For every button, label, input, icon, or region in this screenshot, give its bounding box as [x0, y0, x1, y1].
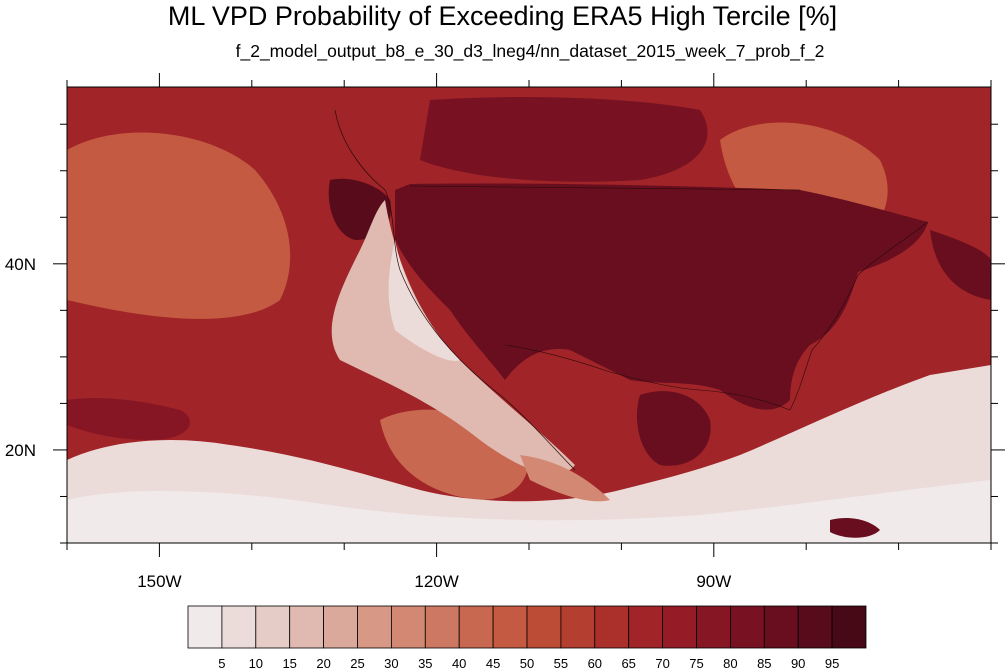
gulf-high-probability [636, 391, 711, 466]
colorbar-label: 25 [350, 656, 364, 671]
colorbar-swatch [730, 605, 765, 649]
map-title: ML VPD Probability of Exceeding ERA5 Hig… [167, 1, 838, 31]
colorbar-label: 70 [655, 656, 669, 671]
colorbar-swatch [221, 605, 257, 649]
probability-field [67, 87, 991, 543]
colorbar-label: 10 [249, 656, 263, 671]
colorbar-label: 55 [554, 656, 568, 671]
tropical-low-probability [67, 365, 991, 543]
conus-high-probability [395, 183, 928, 410]
canada-high-probability [420, 97, 708, 182]
colorbar-swatch [458, 605, 494, 649]
colorbar-swatch [526, 605, 562, 649]
colorbar: 5 10 15 20 25 30 35 40 45 50 55 60 65 70 75 80 85 90 95 [187, 605, 867, 671]
colorbar-swatch [763, 605, 799, 649]
colorbar-label: 90 [791, 656, 805, 671]
colorbar-label: 65 [621, 656, 635, 671]
colorbar-swatch [357, 605, 392, 649]
colorbar-label: 60 [588, 656, 602, 671]
gulf-coastline [504, 344, 791, 411]
colorbar-label: 15 [282, 656, 296, 671]
west-coastline [334, 109, 576, 471]
map-ticks [53, 73, 1005, 557]
colorbar-label: 75 [689, 656, 703, 671]
tropical-lowest-probability [67, 480, 991, 543]
colorbar-swatch [696, 605, 731, 649]
colorbar-swatch [323, 605, 358, 649]
colorbar-swatch [289, 605, 325, 649]
lat-tick-label: 40N [5, 255, 36, 274]
colorbar-swatch [560, 605, 596, 649]
colorbar-label: 30 [384, 656, 398, 671]
colorbar-swatch [628, 605, 664, 649]
colorbar-label: 80 [723, 656, 737, 671]
lat-tick-label: 20N [5, 441, 36, 460]
map-subtitle: f_2_model_output_b8_e_30_d3_lneg4/nn_dat… [235, 41, 825, 61]
colorbar-label: 50 [520, 656, 534, 671]
colorbar-label: 45 [486, 656, 500, 671]
caribbean-high-patch [830, 518, 880, 538]
colorbar-label: 35 [418, 656, 432, 671]
east-coastline [789, 221, 929, 411]
colorbar-label: 95 [825, 656, 839, 671]
lon-tick-label: 120W [414, 572, 458, 591]
hawaii-region-high [67, 398, 190, 440]
us-canada-border [409, 185, 801, 191]
axis-labels: 150W 120W 90W 40N 20N [5, 255, 731, 591]
colorbar-swatch [255, 605, 291, 649]
lon-tick-label: 150W [137, 572, 181, 591]
colorbar-swatch [797, 605, 833, 649]
colorbar-label: 20 [316, 656, 330, 671]
pacific-moderate-region [67, 132, 291, 319]
colorbar-label: 85 [757, 656, 771, 671]
lon-tick-label: 90W [696, 572, 731, 591]
colorbar-label: 40 [452, 656, 466, 671]
colorbar-swatch [662, 605, 697, 649]
colorbar-swatch [424, 605, 460, 649]
colorbar-swatch [594, 605, 630, 649]
colorbar-swatch [187, 605, 223, 649]
colorbar-label: 5 [218, 656, 225, 671]
colorbar-swatch [390, 605, 426, 649]
coastal-lowest-probability [388, 240, 460, 361]
colorbar-swatch [831, 605, 867, 649]
colorbar-swatch [492, 605, 528, 649]
atlantic-high-probability [930, 230, 991, 300]
central-america-moderate [520, 455, 610, 502]
